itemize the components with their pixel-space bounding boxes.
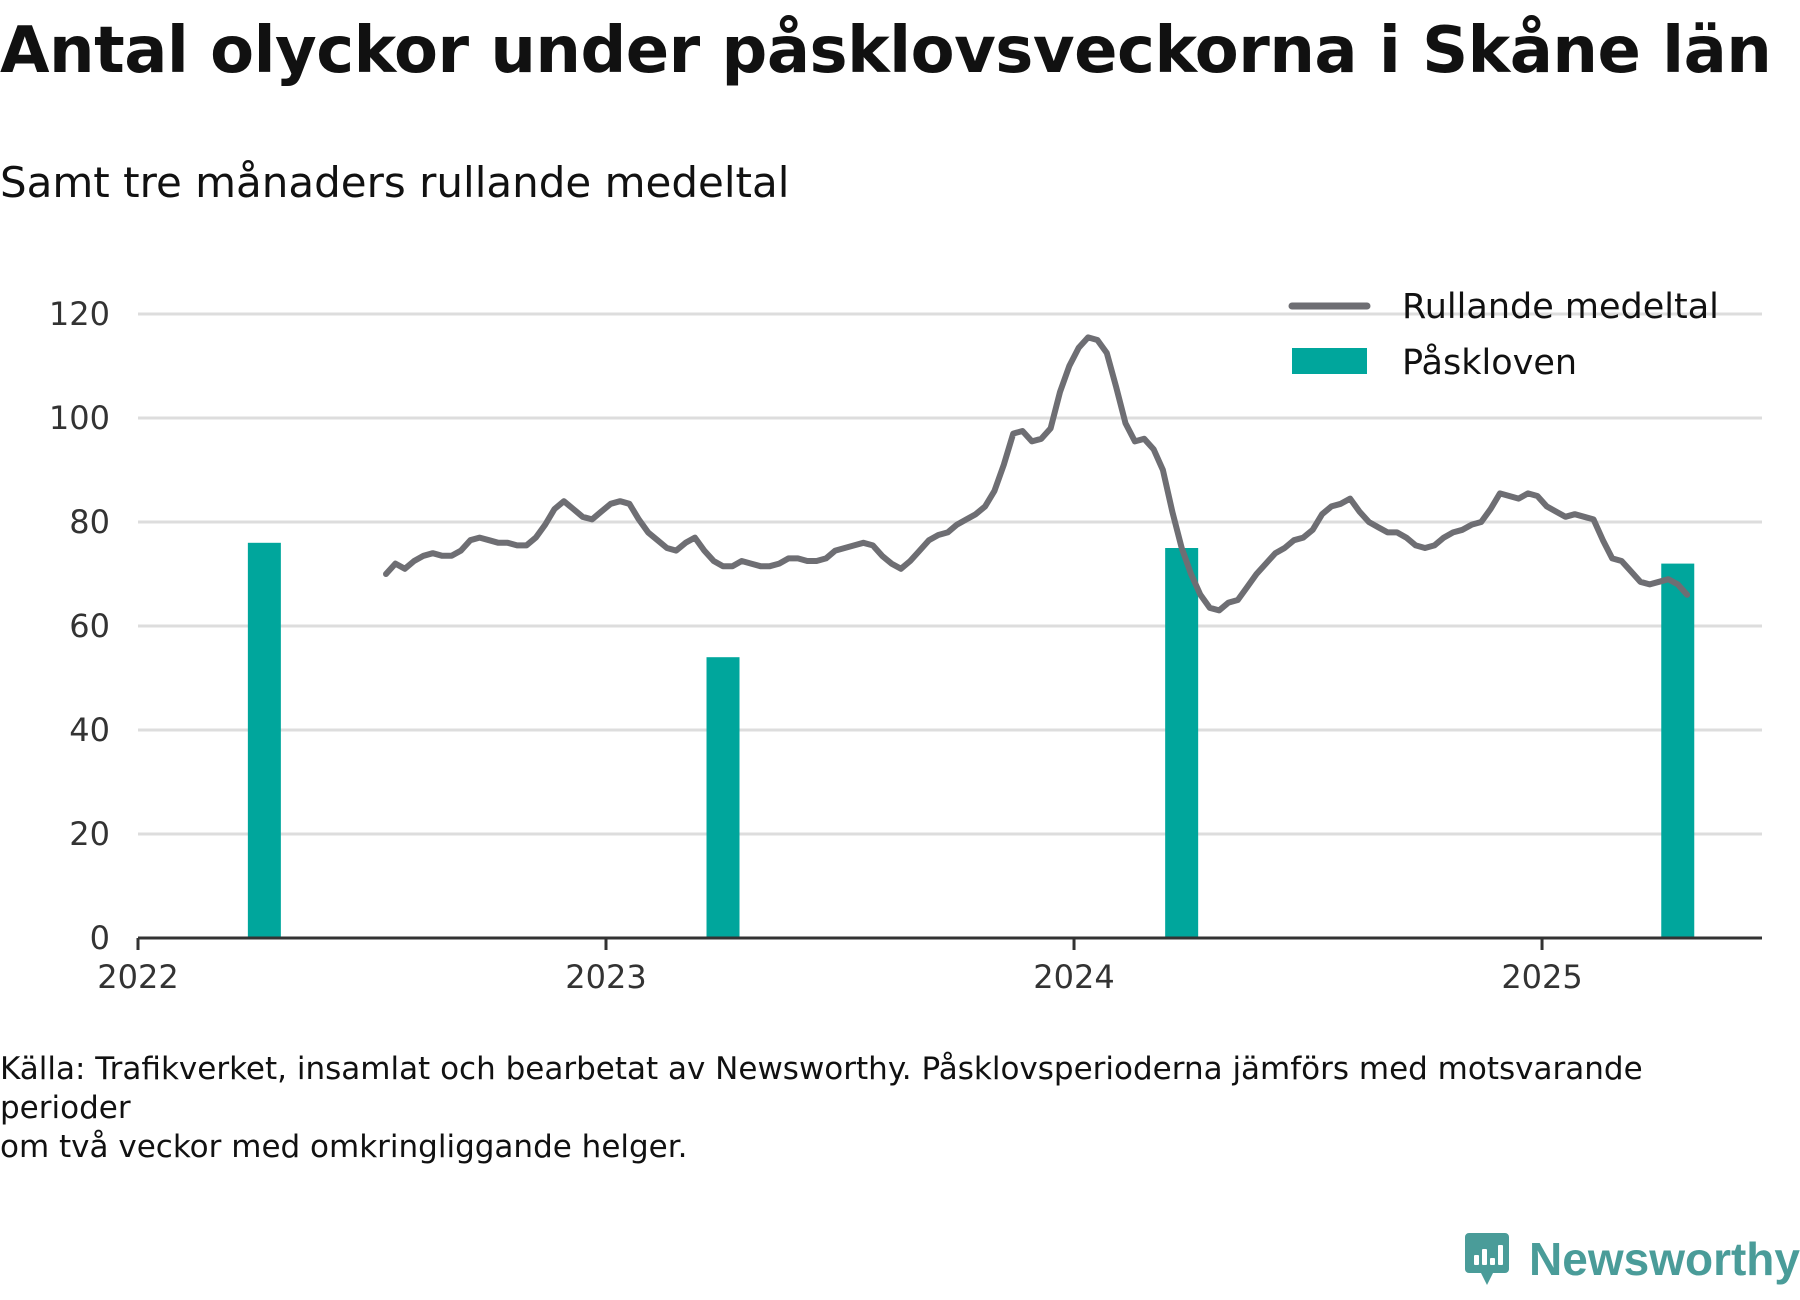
x-tick-label-2024: 2024 (1033, 958, 1114, 996)
y-tick-label-20: 20 (69, 815, 110, 853)
caption-line-1: Källa: Trafikverket, insamlat och bearbe… (0, 1051, 1643, 1126)
y-tick-label-120: 120 (49, 295, 110, 333)
y-tick-label-40: 40 (69, 711, 110, 749)
x-tick-label-2023: 2023 (565, 958, 646, 996)
y-axis-tick-labels: 0 20 40 60 80 100 120 (49, 295, 110, 957)
bar-series (247, 542, 1695, 938)
legend-label-rullande-medeltal: Rullande medeltal (1402, 287, 1719, 327)
legend-label-paskloven: Påskloven (1402, 342, 1577, 383)
legend: Rullande medeltal Påskloven (1288, 287, 1719, 383)
chart-subtitle: Samt tre månaders rullande medeltal (0, 158, 790, 207)
bar-paskloven-1 (247, 542, 281, 938)
chart-title: Antal olyckor under påsklovsveckorna i S… (0, 14, 1772, 88)
caption-line-2: om två veckor med omkringliggande helger… (0, 1129, 688, 1165)
brand-logo[interactable]: Newsworthy (1463, 1224, 1800, 1294)
y-tick-label-100: 100 (49, 399, 110, 437)
source-caption: Källa: Trafikverket, insamlat och bearbe… (0, 1050, 1700, 1167)
grid-lines (138, 312, 1762, 836)
x-tick-label-2022: 2022 (97, 958, 178, 996)
line-series (383, 334, 1691, 614)
bar-paskloven-2 (706, 657, 740, 938)
bar-paskloven-4 (1661, 563, 1695, 938)
brand-name: Newsworthy (1529, 1233, 1800, 1285)
y-tick-label-0: 0 (90, 919, 110, 957)
chart: 2022 2023 2024 2025 0 20 40 60 80 100 120 Rulland… (49, 287, 1762, 996)
x-axis: 2022 2023 2024 2025 (97, 936, 1762, 996)
line-rullande-medeltal (383, 334, 1691, 614)
y-tick-label-80: 80 (69, 503, 110, 541)
legend-bar-swatch (1292, 348, 1367, 374)
newsworthy-logo-icon (1465, 1233, 1510, 1285)
y-tick-label-60: 60 (69, 607, 110, 645)
x-tick-label-2025: 2025 (1501, 958, 1582, 996)
bar-paskloven-3 (1165, 548, 1199, 938)
